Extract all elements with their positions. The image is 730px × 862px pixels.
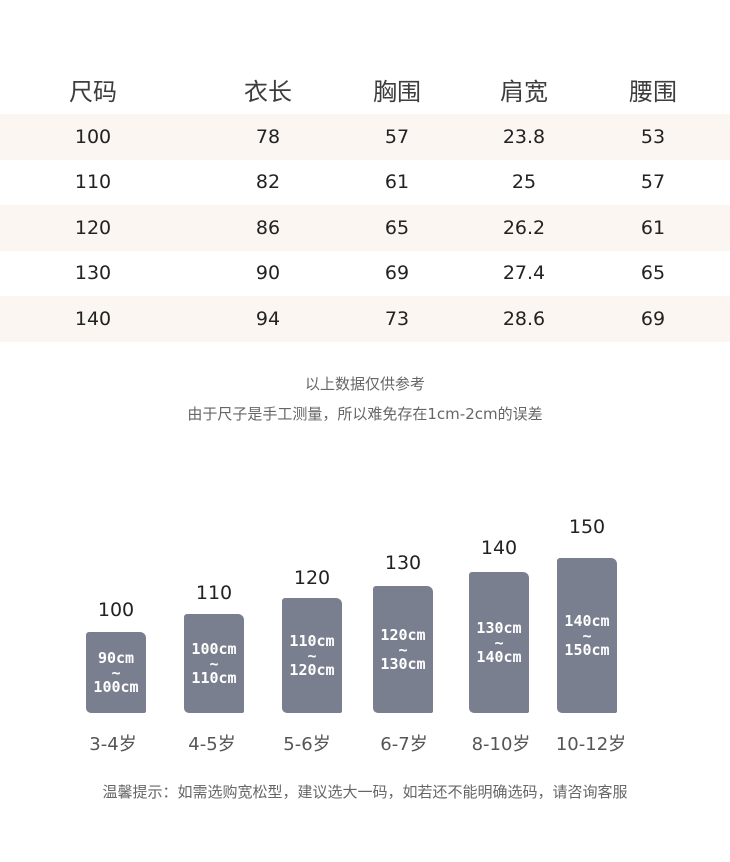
cell-size: 130 <box>74 262 112 285</box>
height-range-separator: ~ <box>209 654 219 673</box>
height-item: 150 140cm ~ 150cm <box>557 516 617 713</box>
height-size-label: 110 <box>195 582 233 604</box>
age-label: 5-6岁 <box>283 734 331 755</box>
height-range-from: 100cm <box>191 639 237 658</box>
height-item: 110 100cm ~ 110cm <box>184 582 244 713</box>
height-range-separator: ~ <box>398 640 408 659</box>
cell-chest: 61 <box>384 171 410 194</box>
height-range-separator: ~ <box>582 626 592 645</box>
header-chest: 胸围 <box>373 77 421 106</box>
height-item: 100 90cm ~ 100cm <box>86 599 146 713</box>
cell-chest: 57 <box>384 125 410 148</box>
height-size-label: 150 <box>568 516 606 538</box>
cell-length: 90 <box>255 262 281 285</box>
table-row: 100 78 57 23.8 53 <box>0 114 730 160</box>
height-block: 110cm ~ 120cm <box>282 598 342 713</box>
age-label: 6-7岁 <box>380 734 428 755</box>
age-label: 4-5岁 <box>188 734 236 755</box>
table-row: 130 90 69 27.4 65 <box>0 251 730 297</box>
table-row: 110 82 61 25 57 <box>0 160 730 206</box>
age-label: 3-4岁 <box>89 734 137 755</box>
height-range-to: 140cm <box>476 647 522 666</box>
cell-shoulder: 23.8 <box>502 125 546 148</box>
cell-shoulder: 26.2 <box>502 216 546 239</box>
height-block: 90cm ~ 100cm <box>86 632 146 713</box>
cell-waist: 57 <box>640 171 666 194</box>
height-range-separator: ~ <box>111 663 121 682</box>
height-size-label: 100 <box>97 599 135 621</box>
cell-chest: 73 <box>384 307 410 330</box>
cell-chest: 69 <box>384 262 410 285</box>
height-range-separator: ~ <box>494 633 504 652</box>
cell-shoulder: 28.6 <box>502 307 546 330</box>
cell-waist: 61 <box>640 216 666 239</box>
height-range-to: 150cm <box>564 640 610 659</box>
size-table: 尺码 衣长 胸围 肩宽 腰围 100 78 57 23.8 53 110 82 … <box>0 64 730 342</box>
height-size-label: 130 <box>384 552 422 574</box>
table-header-row: 尺码 衣长 胸围 肩宽 腰围 <box>0 64 730 114</box>
height-range-to: 130cm <box>380 654 426 673</box>
size-tip: 温馨提示：如需选购宽松型，建议选大一码，如若还不能明确选码，请咨询客服 <box>102 783 628 801</box>
cell-shoulder: 25 <box>511 171 537 194</box>
cell-size: 100 <box>74 125 112 148</box>
height-range-from: 110cm <box>289 631 335 650</box>
cell-size: 140 <box>74 307 112 330</box>
height-block: 130cm ~ 140cm <box>469 572 529 713</box>
cell-size: 120 <box>74 216 112 239</box>
cell-chest: 65 <box>384 216 410 239</box>
height-block: 120cm ~ 130cm <box>373 586 433 713</box>
cell-length: 78 <box>255 125 281 148</box>
height-range-to: 100cm <box>93 677 139 696</box>
header-shoulder: 肩宽 <box>500 77 548 106</box>
height-item: 140 130cm ~ 140cm <box>469 537 529 713</box>
height-block: 140cm ~ 150cm <box>557 558 617 713</box>
cell-length: 94 <box>255 307 281 330</box>
measurement-error-note: 由于尺子是手工测量，所以难免存在1cm-2cm的误差 <box>187 405 543 423</box>
cell-waist: 53 <box>640 125 666 148</box>
cell-waist: 69 <box>640 307 666 330</box>
height-range-separator: ~ <box>307 646 317 665</box>
height-range-from: 140cm <box>564 611 610 630</box>
height-size-label: 120 <box>293 567 331 589</box>
height-item: 130 120cm ~ 130cm <box>373 552 433 713</box>
height-item: 120 110cm ~ 120cm <box>282 567 342 713</box>
age-label: 8-10岁 <box>471 734 531 755</box>
header-size: 尺码 <box>69 77 117 106</box>
height-size-label: 140 <box>480 537 518 559</box>
height-chart: 100 90cm ~ 100cm 3-4岁 110 100cm ~ 110cm … <box>0 500 730 770</box>
cell-size: 110 <box>74 171 112 194</box>
cell-length: 86 <box>255 216 281 239</box>
height-range-from: 90cm <box>97 648 135 667</box>
header-length: 衣长 <box>244 77 292 106</box>
header-waist: 腰围 <box>629 77 677 106</box>
height-range-to: 120cm <box>289 660 335 679</box>
height-range-from: 120cm <box>380 625 426 644</box>
reference-note: 以上数据仅供参考 <box>304 375 425 393</box>
age-label: 10-12岁 <box>555 734 627 755</box>
table-row: 120 86 65 26.2 61 <box>0 205 730 251</box>
cell-length: 82 <box>255 171 281 194</box>
table-row: 140 94 73 28.6 69 <box>0 296 730 342</box>
cell-waist: 65 <box>640 262 666 285</box>
cell-shoulder: 27.4 <box>502 262 546 285</box>
height-range-from: 130cm <box>476 618 522 637</box>
height-range-to: 110cm <box>191 668 237 687</box>
height-block: 100cm ~ 110cm <box>184 614 244 713</box>
